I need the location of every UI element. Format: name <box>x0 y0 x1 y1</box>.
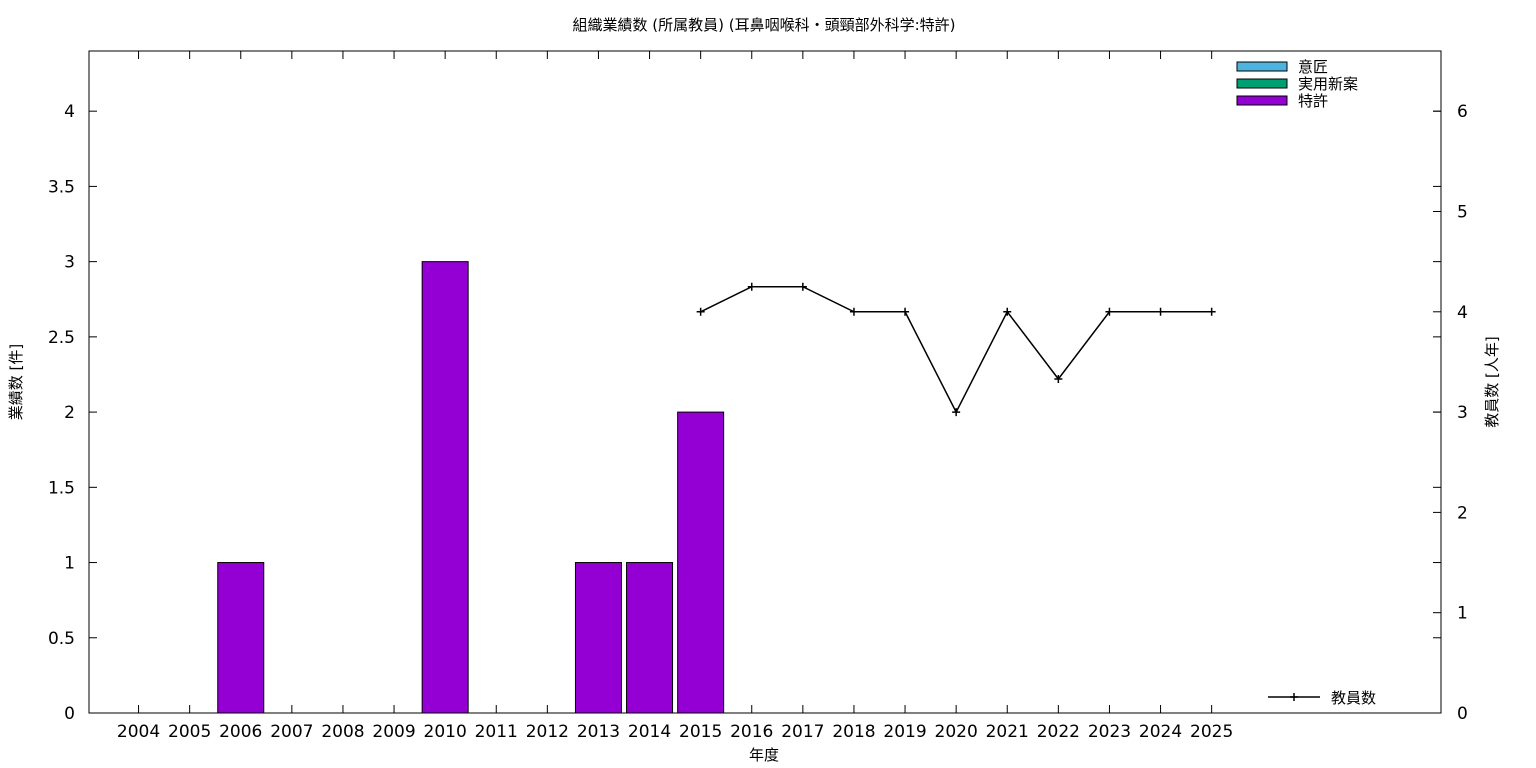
x-tick-label: 2014 <box>628 722 671 742</box>
y-tick-label: 3 <box>64 253 75 273</box>
bar-2014 <box>626 562 674 714</box>
faculty-point <box>696 307 705 316</box>
bar-2015 <box>677 411 725 714</box>
x-tick-label: 2012 <box>526 722 569 742</box>
faculty-point <box>952 408 961 417</box>
y-tick-label: 0.5 <box>48 629 75 649</box>
legend-label: 実用新案 <box>1298 75 1358 93</box>
right-axis-ticks: 0 1 2 3 4 5 6 <box>1433 102 1468 724</box>
faculty-point <box>1003 307 1012 316</box>
x-tick-label: 2017 <box>781 722 824 742</box>
faculty-point <box>1105 307 1114 316</box>
y-tick-label: 2 <box>64 403 75 423</box>
x-tick-label: 2013 <box>577 722 620 742</box>
y2-axis-label: 教員数 [人年] <box>1483 336 1501 427</box>
x-tick-label: 2011 <box>475 722 518 742</box>
x-axis-ticks: 2004 2005 2006 2007 2008 2009 2010 2011 2012 2013… <box>117 51 1233 742</box>
legend-label: 意匠 <box>1298 58 1328 76</box>
x-tick-label: 2018 <box>832 722 875 742</box>
faculty-point <box>1156 307 1165 316</box>
x-tick-label: 2010 <box>424 722 467 742</box>
faculty-line <box>700 285 1212 414</box>
chart-title: 組織業績数 (所属教員) (耳鼻咽喉科・頭頸部外科学:特許) <box>572 16 955 34</box>
x-tick-label: 2004 <box>117 722 160 742</box>
bar-2013 <box>574 562 622 714</box>
bar-2010 <box>421 261 469 714</box>
y2-tick-label: 1 <box>1457 604 1468 624</box>
y-tick-label: 4 <box>64 102 75 122</box>
x-tick-label: 2025 <box>1190 722 1233 742</box>
x-tick-label: 2015 <box>679 722 722 742</box>
x-tick-label: 2016 <box>730 722 773 742</box>
legend-swatch <box>1236 78 1288 89</box>
x-tick-label: 2009 <box>372 722 415 742</box>
x-tick-label: 2020 <box>935 722 978 742</box>
x-tick-label: 2021 <box>986 722 1029 742</box>
faculty-point <box>1207 307 1216 316</box>
bars-group <box>217 261 725 714</box>
x-tick-label: 2024 <box>1139 722 1182 742</box>
x-tick-label: 2006 <box>219 722 262 742</box>
faculty-point <box>747 282 756 291</box>
y-tick-label: 0 <box>64 704 75 724</box>
legend-swatch <box>1236 95 1288 106</box>
legend-line-label: 教員数 <box>1331 689 1376 707</box>
y2-tick-label: 5 <box>1457 202 1468 222</box>
y2-tick-label: 0 <box>1457 704 1468 724</box>
y-tick-label: 1 <box>64 554 75 574</box>
x-tick-label: 2019 <box>883 722 926 742</box>
y2-tick-label: 3 <box>1457 403 1468 423</box>
legend-label: 特許 <box>1298 92 1328 110</box>
y2-tick-label: 2 <box>1457 503 1468 523</box>
x-axis-label: 年度 <box>749 746 779 764</box>
x-tick-label: 2007 <box>270 722 313 742</box>
legend-line-marker <box>1290 693 1298 701</box>
faculty-point <box>798 282 807 291</box>
faculty-point <box>901 307 910 316</box>
x-tick-label: 2022 <box>1037 722 1080 742</box>
legend-swatch <box>1236 61 1288 72</box>
x-tick-label: 2005 <box>168 722 211 742</box>
y2-tick-label: 6 <box>1457 102 1468 122</box>
plot-frame <box>88 50 1442 714</box>
y-tick-label: 1.5 <box>48 478 75 498</box>
x-tick-label: 2008 <box>321 722 364 742</box>
bar-2006 <box>217 562 265 714</box>
faculty-line-group <box>696 282 1216 417</box>
y-tick-label: 3.5 <box>48 177 75 197</box>
faculty-point <box>1054 374 1063 383</box>
left-axis-ticks: 0 0.5 1 1.5 2 2.5 3 3.5 4 <box>48 102 1441 724</box>
y2-tick-label: 4 <box>1457 303 1468 323</box>
y-tick-label: 2.5 <box>48 328 75 348</box>
faculty-point <box>849 307 858 316</box>
x-tick-label: 2023 <box>1088 722 1131 742</box>
y-axis-label: 業績数 [件] <box>7 344 25 420</box>
